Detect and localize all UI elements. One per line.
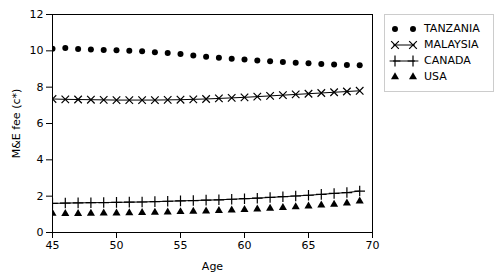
svg-text:4: 4 <box>37 153 44 166</box>
svg-text:10: 10 <box>30 44 44 57</box>
svg-text:60: 60 <box>238 239 252 252</box>
svg-text:6: 6 <box>37 117 44 130</box>
svg-text:12: 12 <box>30 8 44 21</box>
svg-text:8: 8 <box>37 81 44 94</box>
svg-text:M&E fee (c*): M&E fee (c*) <box>10 89 23 159</box>
svg-text:55: 55 <box>174 239 188 252</box>
svg-text:0: 0 <box>37 226 44 239</box>
html-text:TANZANIA: TANZANIA <box>424 22 480 35</box>
svg-text:70: 70 <box>366 239 380 252</box>
html-text:USA: USA <box>424 70 447 83</box>
svg-text:2: 2 <box>37 190 44 203</box>
svg-text:Age: Age <box>202 260 224 272</box>
svg-text:65: 65 <box>302 239 316 252</box>
svg-text:50: 50 <box>110 239 124 252</box>
html-text:CANADA: CANADA <box>424 54 471 67</box>
html-text:MALAYSIA: MALAYSIA <box>424 38 479 51</box>
svg-text:45: 45 <box>46 239 60 252</box>
